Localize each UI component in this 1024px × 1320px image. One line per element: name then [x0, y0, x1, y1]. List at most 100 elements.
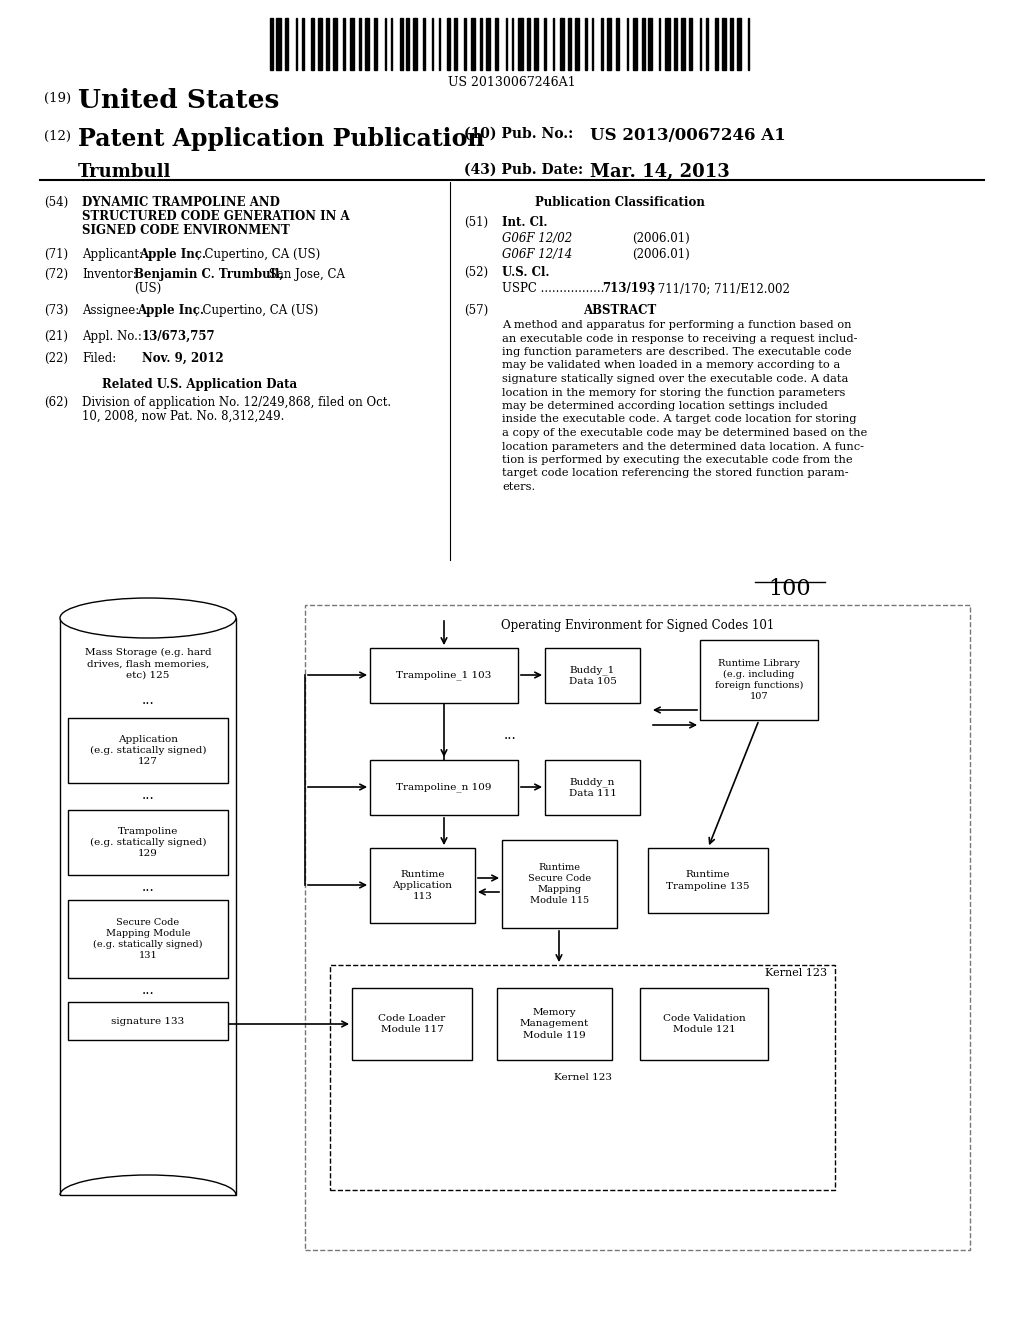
- Text: ...: ...: [141, 983, 155, 997]
- Bar: [305, 605, 970, 1250]
- Bar: [689, 18, 692, 70]
- Text: target code location referencing the stored function param-: target code location referencing the sto…: [502, 469, 849, 479]
- Bar: [327, 18, 329, 70]
- Bar: [681, 18, 685, 70]
- Text: Apple Inc.: Apple Inc.: [139, 248, 206, 261]
- Text: Application
(e.g. statically signed)
127: Application (e.g. statically signed) 127: [90, 735, 206, 766]
- Text: Mass Storage (e.g. hard
drives, flash memories,
etc) 125: Mass Storage (e.g. hard drives, flash me…: [85, 648, 211, 680]
- Bar: [527, 18, 530, 70]
- Bar: [545, 648, 640, 704]
- Bar: [447, 18, 451, 70]
- Text: (51): (51): [464, 216, 488, 228]
- Bar: [633, 18, 637, 70]
- Bar: [615, 18, 618, 70]
- Bar: [545, 760, 640, 814]
- Bar: [68, 718, 228, 783]
- Bar: [479, 18, 482, 70]
- Text: Benjamin C. Trumbull,: Benjamin C. Trumbull,: [134, 268, 284, 281]
- Bar: [370, 847, 475, 923]
- Bar: [568, 18, 571, 70]
- Text: Related U.S. Application Data: Related U.S. Application Data: [102, 378, 297, 391]
- Bar: [518, 18, 523, 70]
- Text: United States: United States: [78, 88, 280, 114]
- Bar: [506, 18, 507, 70]
- Bar: [60, 618, 236, 1195]
- Text: , Cupertino, CA (US): , Cupertino, CA (US): [197, 248, 321, 261]
- Text: (12): (12): [44, 129, 71, 143]
- Text: Mar. 14, 2013: Mar. 14, 2013: [590, 162, 730, 181]
- Text: Buddy_1
Data 105: Buddy_1 Data 105: [568, 665, 616, 686]
- Bar: [270, 18, 272, 70]
- Bar: [642, 18, 644, 70]
- Text: (43) Pub. Date:: (43) Pub. Date:: [464, 162, 583, 177]
- Text: eters.: eters.: [502, 482, 536, 492]
- Bar: [640, 987, 768, 1060]
- Bar: [438, 18, 440, 70]
- Text: Runtime
Trampoline 135: Runtime Trampoline 135: [667, 870, 750, 891]
- Text: may be determined according location settings included: may be determined according location set…: [502, 401, 827, 411]
- Text: A method and apparatus for performing a function based on: A method and apparatus for performing a …: [502, 319, 852, 330]
- Bar: [586, 18, 587, 70]
- Text: Assignee:: Assignee:: [82, 304, 139, 317]
- Text: Code Loader
Module 117: Code Loader Module 117: [379, 1014, 445, 1034]
- Text: location in the memory for storing the function parameters: location in the memory for storing the f…: [502, 388, 846, 397]
- Bar: [333, 18, 337, 70]
- Text: (54): (54): [44, 195, 69, 209]
- Bar: [454, 18, 457, 70]
- Bar: [350, 18, 354, 70]
- Text: 100: 100: [769, 578, 811, 601]
- Text: Runtime
Application
113: Runtime Application 113: [392, 870, 453, 902]
- Bar: [502, 840, 617, 928]
- Bar: [648, 847, 768, 913]
- Text: tion is performed by executing the executable code from the: tion is performed by executing the execu…: [502, 455, 853, 465]
- Text: Buddy_n
Data 111: Buddy_n Data 111: [568, 777, 616, 797]
- Bar: [648, 18, 652, 70]
- Bar: [413, 18, 417, 70]
- Bar: [700, 640, 818, 719]
- Bar: [465, 18, 466, 70]
- Bar: [391, 18, 392, 70]
- Text: Applicant:: Applicant:: [82, 248, 143, 261]
- Text: (52): (52): [464, 267, 488, 279]
- Text: Filed:: Filed:: [82, 352, 117, 366]
- Text: Memory
Management
Module 119: Memory Management Module 119: [520, 1008, 589, 1040]
- Bar: [722, 18, 726, 70]
- Text: Patent Application Publication: Patent Application Publication: [78, 127, 484, 150]
- Text: (73): (73): [44, 304, 69, 317]
- Bar: [370, 648, 518, 704]
- Text: USPC .................: USPC .................: [502, 282, 604, 294]
- Text: ABSTRACT: ABSTRACT: [584, 304, 656, 317]
- Text: Trampoline_1 103: Trampoline_1 103: [396, 671, 492, 680]
- Ellipse shape: [60, 598, 236, 638]
- Bar: [374, 18, 377, 70]
- Bar: [68, 1002, 228, 1040]
- Bar: [352, 987, 472, 1060]
- Bar: [317, 18, 322, 70]
- Text: Trumbull: Trumbull: [78, 162, 171, 181]
- Text: SIGNED CODE ENVIRONMENT: SIGNED CODE ENVIRONMENT: [82, 224, 290, 238]
- Text: Apple Inc.: Apple Inc.: [137, 304, 204, 317]
- Bar: [423, 18, 425, 70]
- Bar: [715, 18, 718, 70]
- Bar: [592, 18, 593, 70]
- Text: (71): (71): [44, 248, 69, 261]
- Bar: [296, 18, 297, 70]
- Text: may be validated when loaded in a memory according to a: may be validated when loaded in a memory…: [502, 360, 841, 371]
- Bar: [553, 18, 554, 70]
- Bar: [432, 18, 433, 70]
- Text: Inventor:: Inventor:: [82, 268, 137, 281]
- Text: Publication Classification: Publication Classification: [536, 195, 705, 209]
- Bar: [399, 18, 402, 70]
- Text: US 20130067246A1: US 20130067246A1: [449, 77, 575, 88]
- Bar: [707, 18, 708, 70]
- Bar: [68, 810, 228, 875]
- Bar: [358, 18, 361, 70]
- Text: G06F 12/02: G06F 12/02: [502, 232, 572, 246]
- Text: Trampoline_n 109: Trampoline_n 109: [396, 783, 492, 792]
- Text: (72): (72): [44, 268, 69, 281]
- Bar: [276, 18, 281, 70]
- Bar: [311, 18, 314, 70]
- Bar: [285, 18, 288, 70]
- Text: DYNAMIC TRAMPOLINE AND: DYNAMIC TRAMPOLINE AND: [82, 195, 280, 209]
- Text: Secure Code
Mapping Module
(e.g. statically signed)
131: Secure Code Mapping Module (e.g. statica…: [93, 917, 203, 960]
